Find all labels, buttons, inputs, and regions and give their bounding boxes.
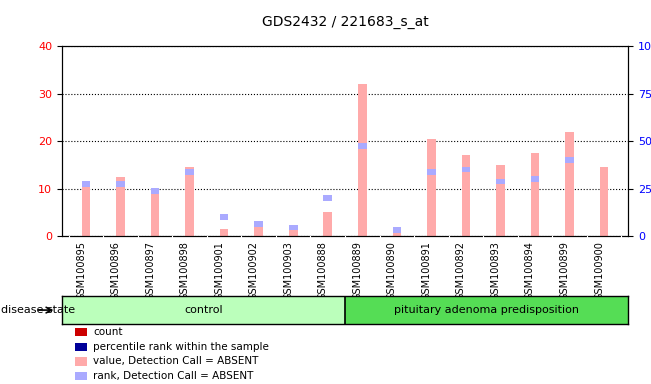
Text: control: control	[184, 305, 223, 315]
Bar	[82, 181, 90, 187]
Bar	[565, 132, 574, 236]
Bar	[117, 181, 125, 187]
Bar	[393, 232, 401, 236]
Text: GSM100897: GSM100897	[145, 241, 155, 300]
Bar	[427, 139, 436, 236]
Bar	[220, 229, 229, 236]
Text: GSM100903: GSM100903	[283, 241, 293, 300]
Text: count: count	[93, 327, 122, 337]
Bar	[358, 143, 367, 149]
Bar	[82, 184, 90, 236]
Bar	[358, 84, 367, 236]
Text: pituitary adenoma predisposition: pituitary adenoma predisposition	[394, 305, 579, 315]
Bar	[186, 167, 194, 236]
Text: value, Detection Call = ABSENT: value, Detection Call = ABSENT	[93, 356, 258, 366]
Text: GSM100896: GSM100896	[111, 241, 120, 300]
Bar	[345, 296, 628, 324]
Text: GSM100900: GSM100900	[594, 241, 604, 300]
Text: rank, Detection Call = ABSENT: rank, Detection Call = ABSENT	[93, 371, 253, 381]
Bar	[531, 176, 539, 182]
Bar	[427, 169, 436, 175]
Text: GDS2432 / 221683_s_at: GDS2432 / 221683_s_at	[262, 15, 428, 29]
Bar	[117, 177, 125, 236]
Bar	[565, 157, 574, 163]
Text: GSM100891: GSM100891	[421, 241, 432, 300]
Bar	[462, 156, 470, 236]
Text: GSM100901: GSM100901	[214, 241, 224, 300]
Bar	[151, 188, 159, 194]
Bar	[324, 195, 332, 201]
Text: GSM100892: GSM100892	[456, 241, 466, 300]
Bar	[255, 226, 263, 236]
Bar	[255, 222, 263, 227]
Bar	[289, 225, 298, 230]
Bar	[462, 167, 470, 172]
Bar	[496, 179, 505, 184]
Text: percentile rank within the sample: percentile rank within the sample	[93, 342, 269, 352]
Text: GSM100888: GSM100888	[318, 241, 327, 300]
Bar	[496, 165, 505, 236]
Bar	[186, 169, 194, 175]
Text: GSM100893: GSM100893	[490, 241, 501, 300]
Text: disease state: disease state	[1, 305, 75, 315]
Text: GSM100899: GSM100899	[559, 241, 570, 300]
Text: GSM100889: GSM100889	[352, 241, 363, 300]
Text: GSM100902: GSM100902	[249, 241, 258, 300]
Text: GSM100895: GSM100895	[76, 241, 86, 300]
Bar	[393, 227, 401, 233]
Bar	[62, 296, 345, 324]
Text: GSM100890: GSM100890	[387, 241, 397, 300]
Bar	[151, 191, 159, 236]
Bar	[220, 214, 229, 220]
Bar	[531, 153, 539, 236]
Text: GSM100898: GSM100898	[180, 241, 189, 300]
Bar	[600, 167, 608, 236]
Bar	[324, 212, 332, 236]
Bar	[289, 228, 298, 236]
Text: GSM100894: GSM100894	[525, 241, 535, 300]
